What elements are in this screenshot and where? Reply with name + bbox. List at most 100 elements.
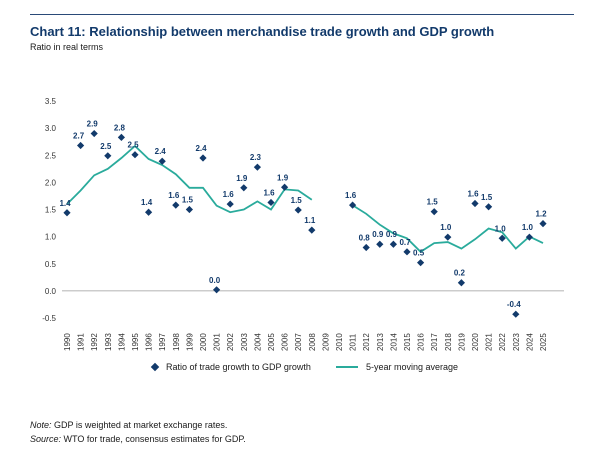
data-label: 1.4: [141, 198, 153, 207]
note-line: Note: GDP is weighted at market exchange…: [30, 418, 246, 432]
x-tick-label: 2023: [512, 333, 521, 351]
ratio-point: [253, 163, 261, 171]
x-tick-label: 2002: [226, 333, 235, 351]
source-label: Source:: [30, 434, 62, 444]
data-label: 0.9: [386, 230, 398, 239]
diamond-marker-icon: [150, 362, 160, 372]
chart-title: Chart 11: Relationship between merchandi…: [30, 24, 495, 39]
y-tick-label: 3.0: [45, 124, 57, 133]
x-tick-label: 2000: [199, 333, 208, 351]
x-tick-label: 1990: [63, 333, 72, 351]
ratio-point: [267, 198, 275, 207]
data-label: 1.6: [467, 190, 479, 199]
data-label: 1.2: [535, 210, 547, 219]
data-label: 2.5: [127, 141, 139, 150]
x-tick-label: 2019: [457, 333, 466, 351]
legend-label-ratio: Ratio of trade growth to GDP growth: [166, 362, 311, 372]
data-label: 1.5: [182, 196, 194, 205]
x-tick-label: 2004: [253, 333, 262, 351]
ratio-point: [185, 205, 193, 214]
x-tick-label: 2011: [349, 333, 358, 351]
data-label: 1.0: [522, 223, 534, 232]
ratio-point: [226, 200, 234, 208]
y-tick-label: 1.0: [45, 233, 57, 242]
data-label: 0.7: [399, 238, 411, 247]
data-label: 1.5: [481, 193, 493, 202]
ratio-point: [104, 152, 112, 160]
line-marker-icon: [336, 366, 358, 368]
ratio-point: [525, 233, 533, 241]
data-label: 1.6: [263, 188, 275, 197]
data-label: 1.6: [223, 190, 235, 199]
ratio-point: [77, 141, 85, 150]
x-tick-label: 1991: [77, 333, 86, 351]
title-rule: [30, 14, 574, 15]
ratio-point: [485, 203, 493, 211]
y-tick-label: 0.0: [45, 287, 57, 296]
data-label: 0.0: [209, 276, 221, 285]
ratio-point: [512, 310, 520, 318]
ratio-point: [90, 129, 98, 138]
x-tick-label: 1993: [104, 333, 113, 351]
data-label: 1.1: [304, 216, 316, 225]
x-tick-label: 1992: [90, 333, 99, 351]
x-tick-label: 2005: [267, 333, 276, 351]
data-label: 1.9: [236, 174, 248, 183]
ratio-point: [349, 201, 357, 209]
ratio-point: [498, 234, 506, 242]
data-label: 2.7: [73, 131, 85, 140]
y-tick-label: 2.0: [45, 178, 57, 187]
data-label: 1.5: [427, 198, 439, 207]
ratio-point: [417, 259, 425, 267]
ratio-point: [281, 183, 289, 191]
chart-subtitle: Ratio in real terms: [30, 42, 104, 52]
x-tick-label: 1999: [185, 333, 194, 351]
note-text: GDP is weighted at market exchange rates…: [51, 420, 228, 430]
x-tick-label: 2010: [335, 333, 344, 351]
ratio-point: [213, 286, 221, 294]
x-tick-label: 2009: [321, 333, 330, 351]
x-tick-label: 2007: [294, 333, 303, 351]
data-label: 2.4: [195, 144, 207, 153]
x-tick-label: 1995: [131, 333, 140, 351]
x-tick-label: 2014: [389, 333, 398, 351]
ratio-point: [240, 184, 248, 192]
source-line: Source: WTO for trade, consensus estimat…: [30, 432, 246, 446]
x-tick-label: 2008: [308, 333, 317, 351]
ratio-point: [539, 220, 547, 228]
x-tick-label: 2015: [403, 333, 412, 351]
data-label: 1.6: [168, 191, 180, 200]
source-text: WTO for trade, consensus estimates for G…: [61, 434, 246, 444]
x-tick-label: 2003: [240, 333, 249, 351]
ratio-point: [199, 154, 207, 162]
ratio-point: [403, 248, 411, 256]
ratio-point: [457, 279, 465, 287]
y-tick-label: 0.5: [45, 260, 57, 269]
ratio-point: [145, 208, 153, 216]
ratio-point: [444, 233, 452, 241]
data-label: 1.0: [440, 223, 452, 232]
ratio-point: [471, 199, 479, 208]
y-tick-label: 1.5: [45, 206, 57, 215]
data-label: 2.4: [155, 147, 167, 156]
ratio-point: [158, 157, 166, 165]
data-label: 1.4: [59, 199, 71, 208]
data-label: 0.5: [413, 249, 425, 258]
x-tick-label: 1994: [117, 333, 126, 351]
moving-average-line: [352, 204, 544, 253]
ratio-point: [376, 240, 384, 248]
ratio-point: [362, 243, 370, 252]
x-tick-label: 2021: [485, 333, 494, 351]
ratio-point: [294, 206, 302, 214]
x-tick-label: 1998: [172, 333, 181, 351]
y-tick-label: 3.5: [45, 97, 57, 106]
note-label: Note:: [30, 420, 52, 430]
y-tick-label: -0.5: [42, 314, 56, 323]
x-tick-label: 2016: [417, 333, 426, 351]
x-tick-label: 2006: [281, 333, 290, 351]
chart-plot: -0.5 0.0 0.5 1.0 1.5 2.0 2.5 3.0 3.5 1990 1991 1992…: [42, 97, 564, 351]
data-label: 1.6: [345, 191, 357, 200]
x-tick-label: 1996: [145, 333, 154, 351]
y-tick-label: 2.5: [45, 151, 57, 160]
x-tick-label: 2022: [498, 333, 507, 351]
